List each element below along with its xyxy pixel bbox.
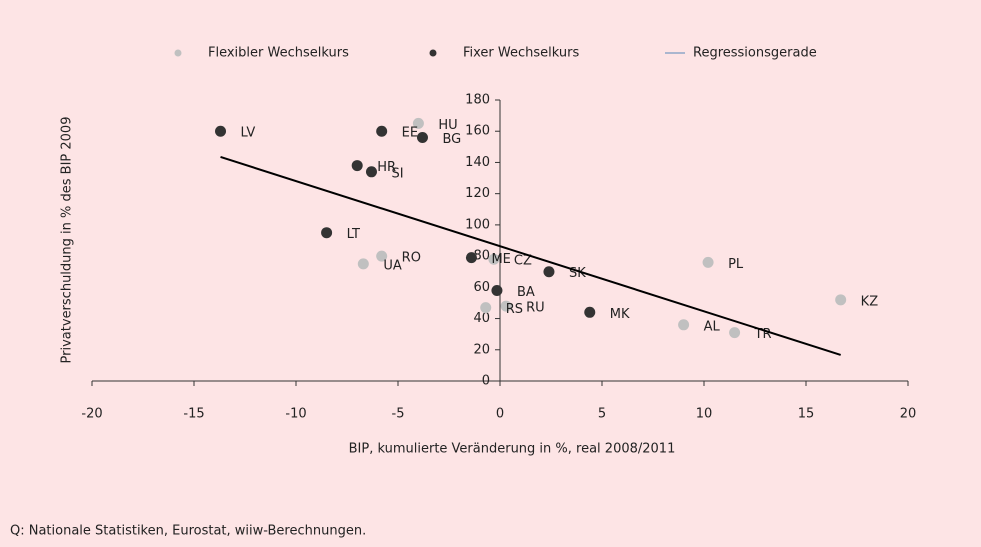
legend-label: Regressionsgerade [693,46,817,61]
point-label: RU [526,301,545,316]
point [480,302,492,314]
legend-marker [174,49,182,57]
point [488,253,500,265]
point [376,125,388,137]
regression-line [220,156,841,356]
x-tick-label: -10 [285,407,306,422]
point-label: SI [391,166,403,181]
point-label: MK [610,307,630,322]
point [465,252,477,264]
point-label: UA [383,258,402,273]
y-tick-label: 160 [465,124,490,139]
point-label: LT [347,227,360,242]
legend-label: Flexibler Wechselkurs [208,46,349,61]
point [412,117,424,129]
x-tick-label: 10 [696,407,713,422]
legend-label: Fixer Wechselkurs [463,46,579,61]
x-tick-label: -15 [183,407,204,422]
point [491,284,503,296]
legend-marker [429,49,437,57]
point-label: HR [377,160,396,175]
point [543,266,555,278]
point-label: LV [241,126,256,141]
point [584,306,596,318]
x-tick-label: 0 [496,407,504,422]
point [321,227,333,239]
source: Q: Nationale Statistiken, Eurostat, wiiw… [10,524,366,539]
y-axis-label: Privatverschuldung in % des BIP 2009 [60,117,75,364]
point [357,258,369,270]
point-label: KZ [861,294,879,309]
point-label: EE [402,126,418,141]
y-tick-label: 20 [473,342,490,357]
point-label: HU [438,118,457,133]
y-tick-label: 60 [473,280,490,295]
point-label: PL [728,257,744,272]
y-tick-label: 0 [482,374,490,389]
point-label: RO [402,251,421,266]
point-label: AL [704,319,721,334]
point-label: BG [442,132,461,147]
x-tick-label: 15 [798,407,815,422]
point [835,294,847,306]
x-tick-label: 20 [900,407,917,422]
y-tick-label: 100 [465,217,490,232]
point [702,256,714,268]
point-label: BA [517,285,535,300]
point [500,300,512,312]
y-tick-label: 40 [473,311,490,326]
x-axis-label: BIP, kumulierte Veränderung in %, real 2… [349,442,676,457]
point [376,250,388,262]
y-tick-label: 180 [465,93,490,108]
y-tick-label: 140 [465,155,490,170]
point [678,319,690,331]
y-tick-label: 80 [473,249,490,264]
point [351,160,363,172]
point-label: CZ [514,254,532,269]
point [365,166,377,178]
point [215,125,227,137]
point-label: RS [506,302,523,317]
y-tick-label: 120 [465,186,490,201]
point-label: ME [491,252,510,267]
point [416,131,428,143]
point [729,327,741,339]
x-tick-label: -5 [392,407,405,422]
x-tick-label: -20 [81,407,102,422]
x-tick-label: 5 [598,407,606,422]
